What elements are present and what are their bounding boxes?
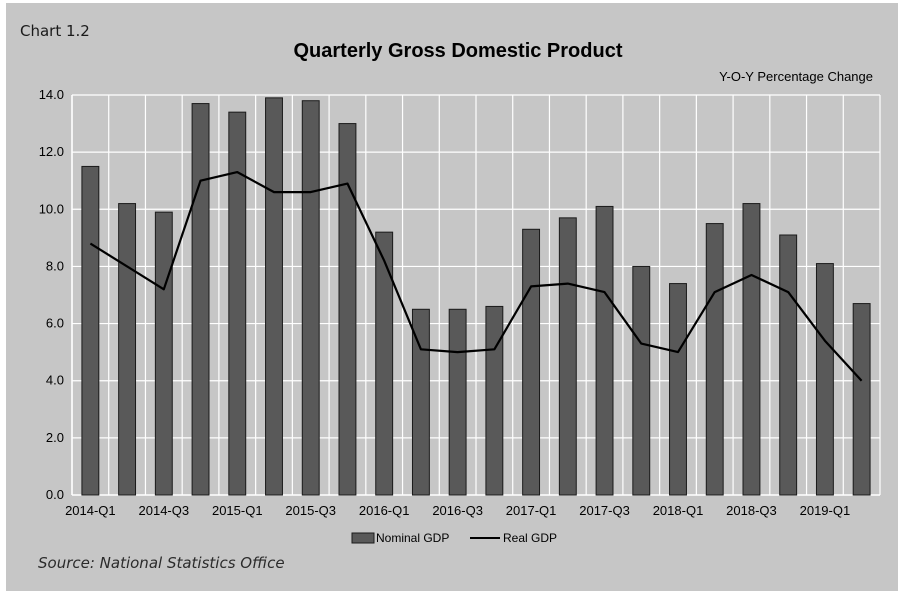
x-tick-label: 2017-Q1: [506, 503, 557, 518]
bar-nominal-gdp: [669, 283, 687, 496]
y-tick-label: 0.0: [46, 487, 64, 502]
x-tick-label: 2015-Q1: [212, 503, 263, 518]
y-tick-label: 12.0: [39, 144, 64, 159]
x-tick-label: 2014-Q3: [139, 503, 190, 518]
x-tick-label: 2015-Q3: [285, 503, 336, 518]
x-tick-label: 2016-Q1: [359, 503, 410, 518]
legend: Nominal GDP Real GDP: [351, 531, 557, 545]
bar-nominal-gdp: [485, 305, 504, 496]
line-real-gdp: [89, 171, 863, 382]
y-tick-label: 6.0: [46, 316, 64, 331]
y-tick-label: 2.0: [46, 430, 64, 445]
chart-subtitle: Y-O-Y Percentage Change: [719, 69, 873, 84]
bar-nominal-gdp: [265, 97, 283, 496]
bar-nominal-gdp: [228, 111, 247, 496]
chart-title: Quarterly Gross Domestic Product: [294, 40, 623, 62]
bar-nominal-gdp: [632, 265, 651, 496]
bar-nominal-gdp: [338, 123, 357, 496]
bar-nominal-gdp: [779, 234, 798, 496]
bar-nominal-gdp: [815, 263, 834, 496]
bar-nominal-gdp: [118, 203, 137, 496]
x-tick-label: 2018-Q1: [653, 503, 704, 518]
x-tick-label: 2018-Q3: [726, 503, 777, 518]
legend-label-real: Real GDP: [503, 531, 557, 545]
bar-nominal-gdp: [154, 211, 173, 496]
x-tick-label: 2014-Q1: [65, 503, 116, 518]
bar-nominal-gdp: [852, 303, 871, 496]
bar-nominal-gdp: [301, 100, 320, 496]
legend-label-nominal: Nominal GDP: [376, 531, 449, 545]
bar-nominal-gdp: [522, 228, 541, 496]
bar-nominal-gdp: [191, 103, 210, 496]
plot-area: 0.0 2.0 4.0 6.0 8.0 10.0 12.0 14.0 2014-Q1 2014-Q…: [39, 87, 881, 518]
bar-nominal-gdp: [742, 203, 761, 496]
chart-label: Chart 1.2: [20, 22, 90, 40]
x-tick-label: 2017-Q3: [579, 503, 630, 518]
bar-nominal-gdp: [558, 217, 577, 496]
legend-swatch-nominal: [351, 532, 375, 544]
y-tick-label: 14.0: [39, 87, 64, 102]
y-tick-label: 4.0: [46, 373, 64, 388]
y-tick-label: 8.0: [46, 258, 64, 273]
bar-nominal-gdp: [448, 308, 467, 496]
source-note: Source: National Statistics Office: [38, 554, 285, 572]
x-tick-label: 2016-Q3: [432, 503, 483, 518]
bar-nominal-gdp: [411, 308, 430, 496]
bar-nominal-gdp: [595, 205, 614, 496]
bar-nominal-gdp: [375, 231, 394, 496]
bar-nominal-gdp: [705, 223, 724, 496]
bar-nominal-gdp: [81, 165, 100, 496]
x-tick-label: 2019-Q1: [800, 503, 851, 518]
y-tick-label: 10.0: [39, 201, 64, 216]
